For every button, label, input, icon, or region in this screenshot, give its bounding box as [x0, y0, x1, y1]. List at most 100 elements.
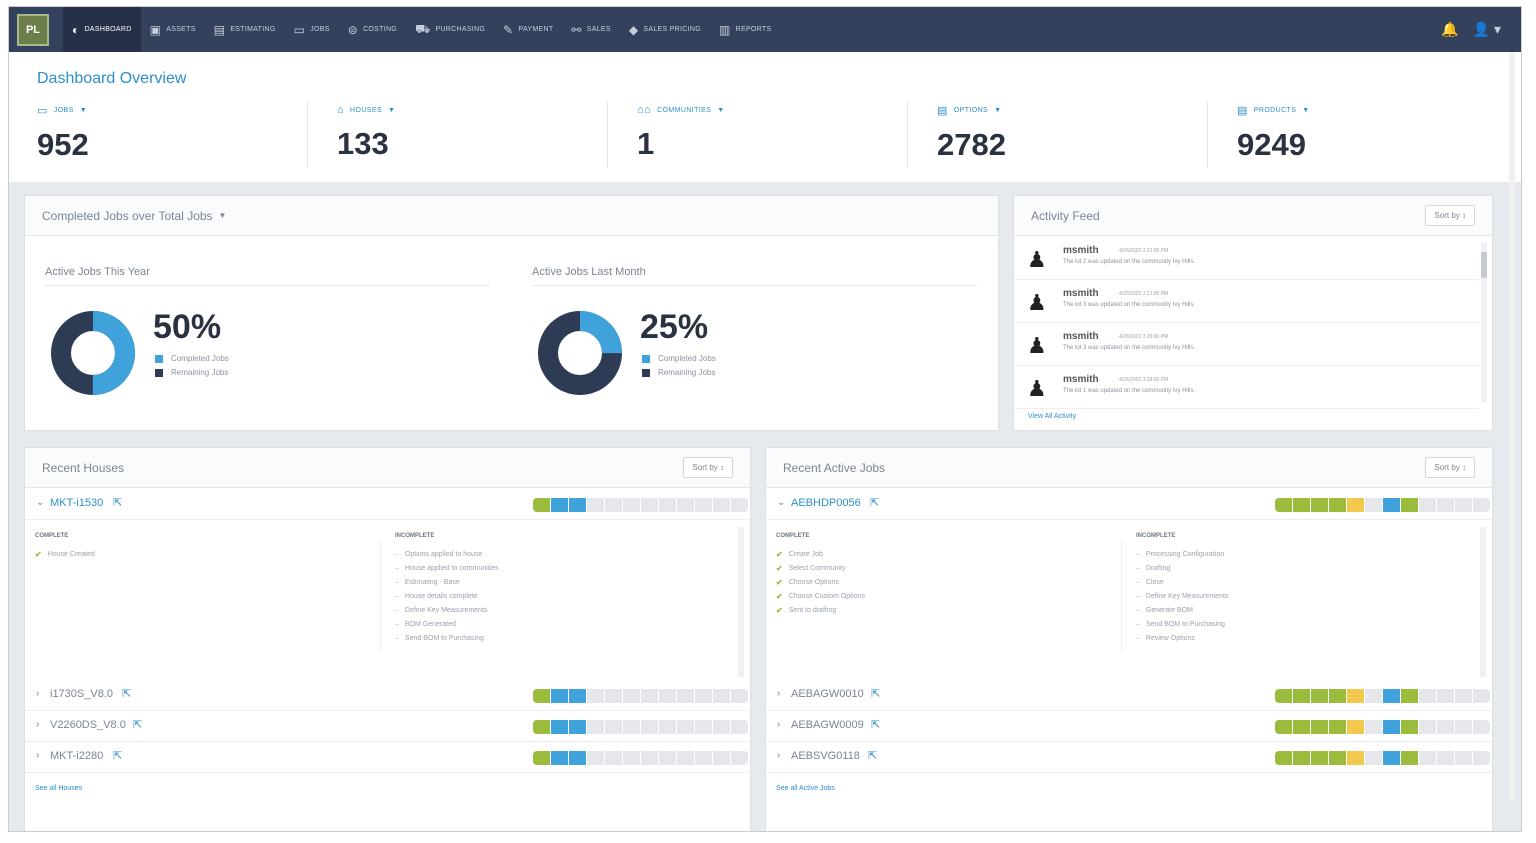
progress-segment — [1311, 498, 1328, 512]
jobs-sort-button[interactable]: Sort by ↕ — [1425, 457, 1475, 478]
complete-step: ✔ Sent to drafting — [776, 603, 865, 617]
nav-item-payment[interactable]: ✎ Payment — [494, 7, 562, 52]
progress-segment — [587, 498, 604, 512]
house-row[interactable]: › MKT-i2280 ⇱ — [25, 742, 750, 773]
external-link-icon[interactable]: ⇱ — [133, 719, 143, 731]
donut-subtitle: Active Jobs This Year — [45, 266, 150, 278]
external-link-icon[interactable]: ⇱ — [113, 750, 123, 762]
stat-value: 952 — [37, 127, 89, 162]
legend-swatch — [642, 354, 650, 363]
nav-item-jobs[interactable]: ▭ Jobs — [285, 7, 339, 52]
chevron-right-icon[interactable]: › — [777, 750, 781, 761]
activity-sort-button[interactable]: Sort by ↕ — [1425, 205, 1475, 226]
top-nav: PL ◐ Dashboard ▣ Assets ▤ Estimating ▭ Jobs ⊜ Cos… — [9, 7, 1521, 52]
nav-item-dashboard[interactable]: ◐ Dashboard — [63, 7, 141, 52]
activity-item[interactable]: ♟ msmith 4/26/2020 3:26:00 PM The lot 3 was… — [1015, 323, 1479, 366]
recent-houses-title: Recent Houses — [42, 460, 125, 475]
stat-options: ▤ Options ▼ 2782 — [907, 102, 1237, 174]
user-menu-icon[interactable]: 👤 ▾ — [1472, 21, 1501, 37]
complete-step: ✔ Select Community — [776, 561, 865, 575]
stat-dropdown[interactable]: ⌂⌂ Communities ▼ — [637, 104, 937, 116]
see-all-job-link[interactable]: See all Active Jobs — [776, 785, 835, 792]
progress-segment — [1455, 498, 1472, 512]
step-label: Send BOM to Purchasing — [1145, 620, 1225, 628]
chevron-down-icon[interactable]: ⌄ — [36, 497, 45, 508]
progress-segment — [1473, 498, 1490, 512]
activity-item[interactable]: ♟ msmith 4/26/2020 3:22:00 PM The lot 2 was… — [1015, 237, 1479, 280]
column-divider — [1121, 541, 1122, 651]
activity-item[interactable]: ♟ msmith 4/26/2020 3:28:00 PM The lot 1 was… — [1015, 366, 1479, 409]
stat-dropdown[interactable]: ▤ Options ▼ — [937, 104, 1237, 117]
progress-segment — [1329, 720, 1346, 734]
external-link-icon[interactable]: ⇱ — [868, 750, 878, 762]
house-name[interactable]: MKT-i2280 — [50, 750, 104, 762]
legend-label: Completed Jobs — [171, 354, 229, 363]
chevron-right-icon[interactable]: › — [777, 719, 781, 730]
stat-dropdown[interactable]: ▤ Products ▼ — [1237, 104, 1521, 117]
progress-segment — [1275, 498, 1292, 512]
job-name[interactable]: AEBAGW0010 — [791, 688, 864, 700]
chevron-down-icon: ▼ — [1302, 107, 1310, 114]
stat-houses: ⌂ Houses ▼ 133 — [307, 102, 637, 174]
job-row-expanded[interactable]: ⌄ AEBHDP0056 ⇱ — [766, 489, 1492, 520]
detail-scrollbar[interactable] — [738, 527, 744, 677]
job-name[interactable]: AEBAGW0009 — [791, 719, 864, 731]
chevron-down-icon: ▼ — [79, 107, 88, 114]
external-link-icon[interactable]: ⇱ — [122, 688, 132, 700]
legend-item: Remaining Jobs — [642, 368, 716, 377]
step-label: Processing Configuration — [1145, 550, 1225, 558]
job-row[interactable]: › AEBAGW0009 ⇱ — [766, 711, 1492, 742]
external-link-icon[interactable]: ⇱ — [871, 719, 881, 731]
house-name[interactable]: V2260DS_V8.0 — [50, 719, 126, 731]
nav-item-sales[interactable]: ⚯ Sales — [562, 7, 619, 52]
stat-dropdown[interactable]: ⌂ Houses ▼ — [337, 104, 637, 116]
completed-jobs-header[interactable]: Completed Jobs over Total Jobs ▼ — [25, 196, 998, 236]
chevron-right-icon[interactable]: › — [36, 719, 40, 730]
activity-message: The lot 3 was updated on the community I… — [1063, 302, 1196, 308]
nav-item-assets[interactable]: ▣ Assets — [141, 7, 205, 52]
chevron-right-icon[interactable]: › — [36, 688, 40, 699]
job-name[interactable]: AEBSVG0118 — [791, 750, 860, 762]
job-row[interactable]: › AEBAGW0010 ⇱ — [766, 680, 1492, 711]
house-name-link[interactable]: MKT-i1530 — [50, 497, 104, 509]
nav-item-purchasing[interactable]: ⛟ Purchasing — [406, 7, 494, 52]
stat-dropdown[interactable]: ▭ Jobs ▼ — [37, 104, 337, 117]
chevron-down-icon[interactable]: ⌄ — [777, 497, 786, 508]
house-row[interactable]: › i1730S_V8.0 ⇱ — [25, 680, 750, 711]
activity-item[interactable]: ♟ msmith 4/26/2020 3:22:00 PM The lot 3 was… — [1015, 280, 1479, 323]
chevron-right-icon[interactable]: › — [777, 688, 781, 699]
app-logo[interactable]: PL — [17, 13, 49, 46]
house-name[interactable]: i1730S_V8.0 — [50, 688, 113, 700]
external-link-icon[interactable]: ⇱ — [870, 497, 880, 509]
nav-item-sales-pricing[interactable]: ◆ Sales Pricing — [620, 7, 710, 52]
chevron-down-icon[interactable]: ▼ — [218, 211, 227, 220]
stat-label: Communities — [657, 106, 712, 114]
see-all-house-link[interactable]: See all Houses — [35, 785, 83, 792]
house-row[interactable]: › V2260DS_V8.0 ⇱ — [25, 711, 750, 742]
chevron-right-icon[interactable]: › — [36, 750, 40, 761]
incomplete-step: – House applied to communities — [395, 561, 499, 575]
nav-item-costing[interactable]: ⊜ Costing — [339, 7, 406, 52]
notification-icon[interactable]: 🔔 — [1441, 21, 1459, 37]
external-link-icon[interactable]: ⇱ — [871, 688, 881, 700]
page-scrollbar[interactable] — [1509, 52, 1515, 802]
job-name-link[interactable]: AEBHDP0056 — [791, 497, 861, 509]
check-icon: ✔ — [776, 591, 783, 601]
detail-scrollbar[interactable] — [1480, 527, 1486, 677]
view-all-activity-link[interactable]: View All Activity — [1028, 413, 1077, 420]
houses-sort-button[interactable]: Sort by ↕ — [683, 457, 733, 478]
incomplete-list: – Options applied to house – House applied … — [395, 547, 499, 645]
job-row[interactable]: › AEBSVG0118 ⇱ — [766, 742, 1492, 773]
external-link-icon[interactable]: ⇱ — [113, 497, 123, 509]
progress-segment — [731, 751, 748, 765]
progress-segment — [1275, 720, 1292, 734]
recent-jobs-panel: Recent Active Jobs Sort by ↕ ⌄ AEBHDP0056… — [765, 447, 1493, 831]
activity-scrollbar[interactable] — [1481, 242, 1487, 402]
progress-segment — [605, 498, 622, 512]
nav-item-estimating[interactable]: ▤ Estimating — [205, 7, 285, 52]
dash-icon: – — [1136, 564, 1140, 572]
activity-scroll-thumb[interactable] — [1481, 252, 1487, 278]
house-row-expanded[interactable]: ⌄ MKT-i1530 ⇱ — [25, 489, 750, 520]
nav-item-reports[interactable]: ▥ Reports — [710, 7, 780, 52]
progress-segment — [1455, 720, 1472, 734]
